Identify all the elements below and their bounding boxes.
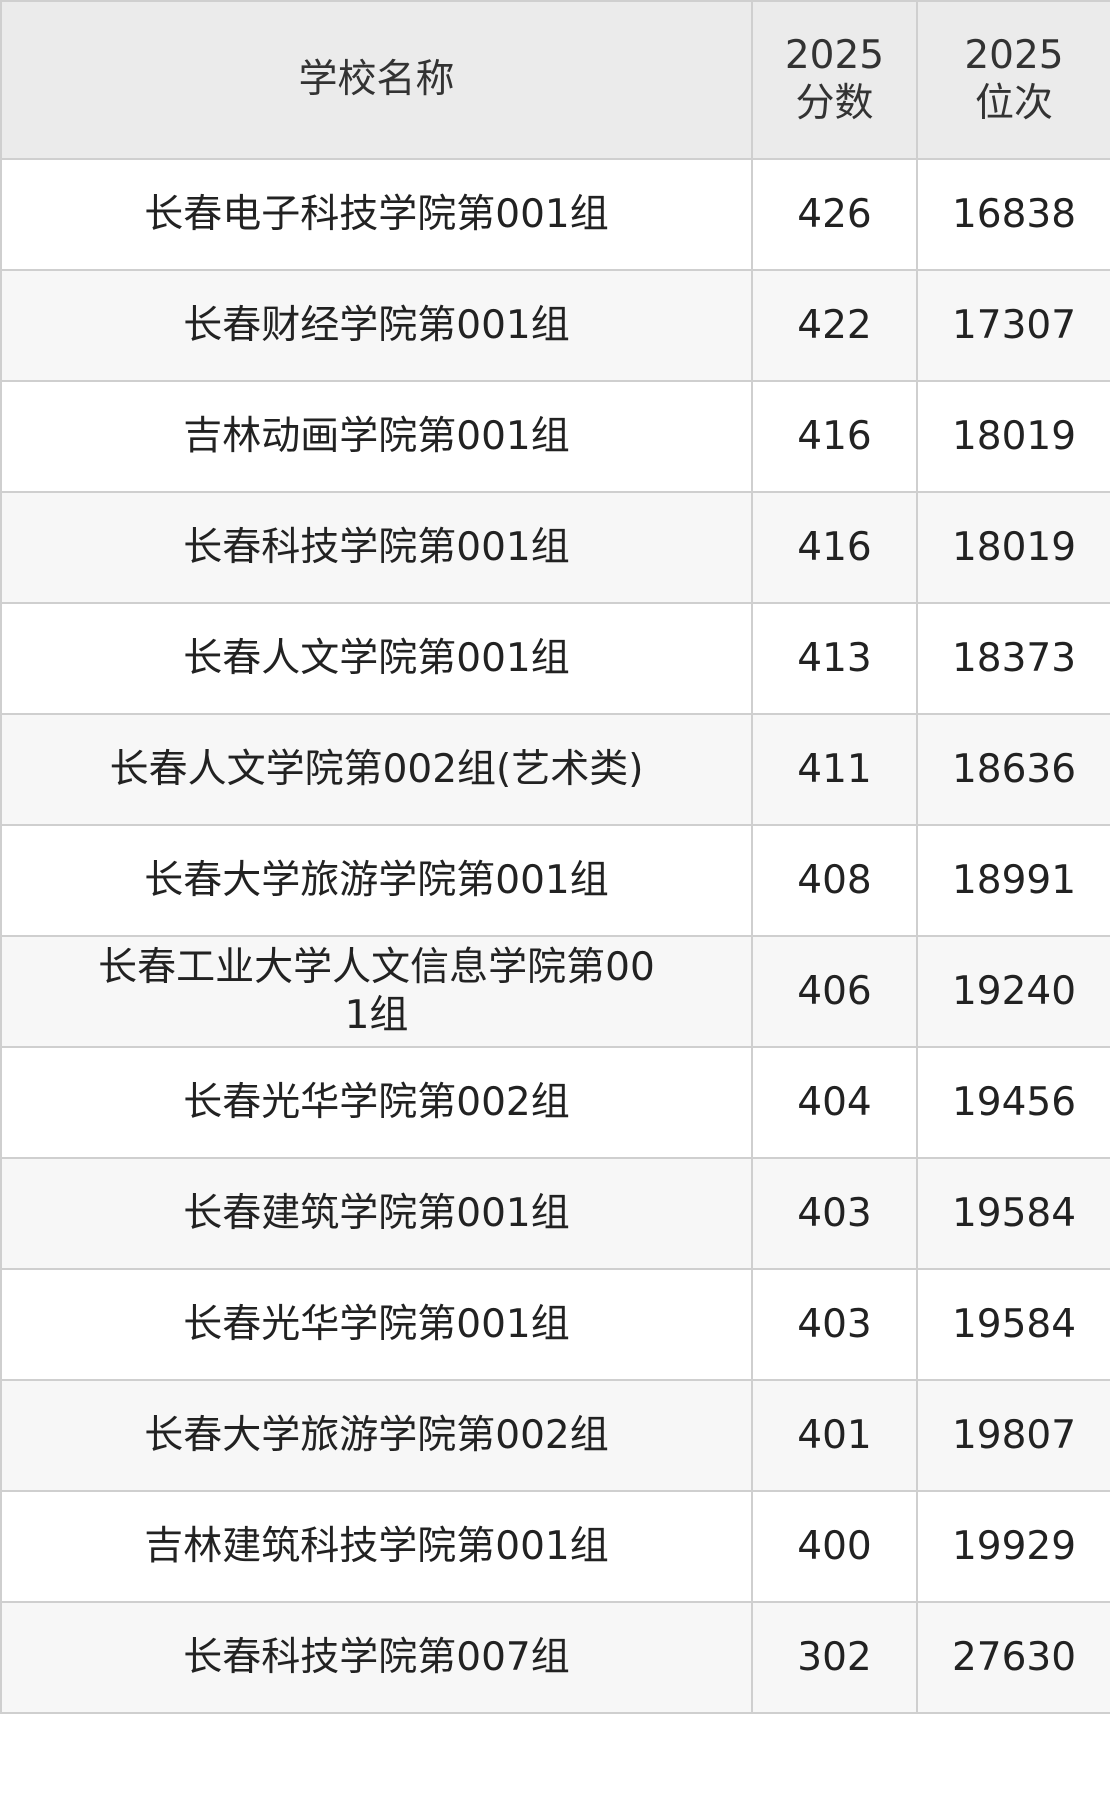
rank: 18019 bbox=[916, 380, 1110, 493]
school-name: 长春科技学院第001组 bbox=[0, 491, 753, 604]
school-name: 长春电子科技学院第001组 bbox=[0, 158, 753, 271]
table-body: 长春电子科技学院第001组 426 16838 长春财经学院第001组 422 17307… bbox=[0, 158, 1110, 1714]
table-row: 长春科技学院第001组 416 18019 bbox=[0, 491, 1110, 604]
school-name: 吉林动画学院第001组 bbox=[0, 380, 753, 493]
score: 403 bbox=[751, 1157, 918, 1270]
school-name: 长春大学旅游学院第001组 bbox=[0, 824, 753, 937]
table-row: 吉林建筑科技学院第001组 400 19929 bbox=[0, 1490, 1110, 1603]
school-name: 吉林建筑科技学院第001组 bbox=[0, 1490, 753, 1603]
school-name: 长春人文学院第001组 bbox=[0, 602, 753, 715]
score-table: 学校名称 2025 分数 2025 位次 长春电子科技学院第001组 426 16838… bbox=[0, 0, 1110, 1714]
table-row: 长春建筑学院第001组 403 19584 bbox=[0, 1157, 1110, 1270]
rank: 27630 bbox=[916, 1601, 1110, 1714]
table-row: 长春人文学院第001组 413 18373 bbox=[0, 602, 1110, 715]
rank: 18019 bbox=[916, 491, 1110, 604]
rank: 18373 bbox=[916, 602, 1110, 715]
rank: 18636 bbox=[916, 713, 1110, 826]
table-row: 吉林动画学院第001组 416 18019 bbox=[0, 380, 1110, 493]
score: 408 bbox=[751, 824, 918, 937]
rank: 19807 bbox=[916, 1379, 1110, 1492]
table-row: 长春工业大学人文信息学院第001组 406 19240 bbox=[0, 935, 1110, 1048]
header-cell: 学校名称 bbox=[0, 0, 753, 160]
score: 411 bbox=[751, 713, 918, 826]
rank: 19240 bbox=[916, 935, 1110, 1048]
rank: 19584 bbox=[916, 1157, 1110, 1270]
table-row: 长春大学旅游学院第001组 408 18991 bbox=[0, 824, 1110, 937]
table-row: 长春光华学院第002组 404 19456 bbox=[0, 1046, 1110, 1159]
table-row: 长春光华学院第001组 403 19584 bbox=[0, 1268, 1110, 1381]
header-row: 学校名称 2025 分数 2025 位次 bbox=[0, 0, 1110, 160]
school-name: 长春光华学院第001组 bbox=[0, 1268, 753, 1381]
score: 426 bbox=[751, 158, 918, 271]
school-name: 长春科技学院第007组 bbox=[0, 1601, 753, 1714]
school-name: 长春建筑学院第001组 bbox=[0, 1157, 753, 1270]
score: 416 bbox=[751, 491, 918, 604]
table-row: 长春电子科技学院第001组 426 16838 bbox=[0, 158, 1110, 271]
rank: 19929 bbox=[916, 1490, 1110, 1603]
score: 406 bbox=[751, 935, 918, 1048]
rank: 17307 bbox=[916, 269, 1110, 382]
rank: 18991 bbox=[916, 824, 1110, 937]
school-name: 长春人文学院第002组(艺术类) bbox=[0, 713, 753, 826]
score: 401 bbox=[751, 1379, 918, 1492]
score: 422 bbox=[751, 269, 918, 382]
score: 404 bbox=[751, 1046, 918, 1159]
header-cell: 2025 位次 bbox=[916, 0, 1110, 160]
score: 413 bbox=[751, 602, 918, 715]
score: 416 bbox=[751, 380, 918, 493]
score: 403 bbox=[751, 1268, 918, 1381]
table-row: 长春人文学院第002组(艺术类) 411 18636 bbox=[0, 713, 1110, 826]
table-row: 长春科技学院第007组 302 27630 bbox=[0, 1601, 1110, 1714]
table-row: 长春财经学院第001组 422 17307 bbox=[0, 269, 1110, 382]
rank: 19584 bbox=[916, 1268, 1110, 1381]
school-name: 长春财经学院第001组 bbox=[0, 269, 753, 382]
table-row: 长春大学旅游学院第002组 401 19807 bbox=[0, 1379, 1110, 1492]
score: 302 bbox=[751, 1601, 918, 1714]
rank: 16838 bbox=[916, 158, 1110, 271]
score: 400 bbox=[751, 1490, 918, 1603]
school-name: 长春工业大学人文信息学院第001组 bbox=[0, 935, 753, 1048]
school-name: 长春光华学院第002组 bbox=[0, 1046, 753, 1159]
rank: 19456 bbox=[916, 1046, 1110, 1159]
header-cell: 2025 分数 bbox=[751, 0, 918, 160]
school-name: 长春大学旅游学院第002组 bbox=[0, 1379, 753, 1492]
